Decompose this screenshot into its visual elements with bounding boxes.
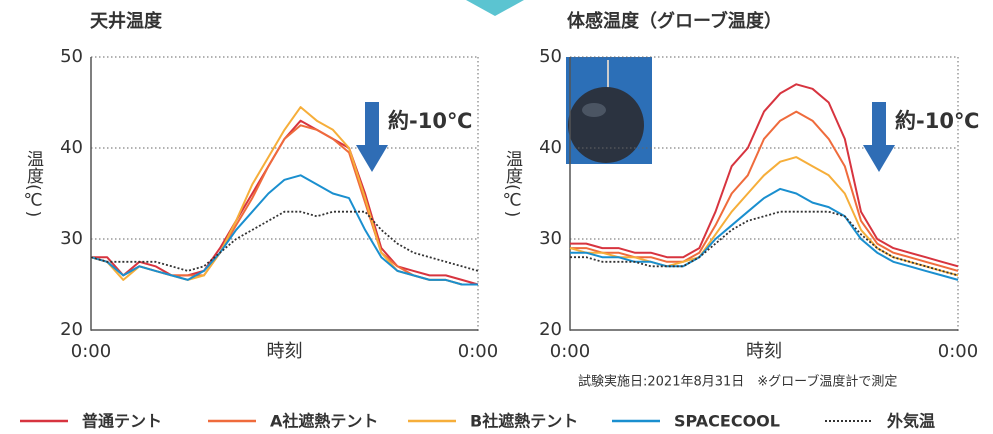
annotation: 約-10℃ [895,109,979,133]
series-line [90,210,479,272]
legend-label: B社遮熱テント [470,412,578,431]
x-tick-label: 0:00 [938,341,978,362]
arrow-shaft [872,102,886,147]
arrow-shaft [365,102,379,147]
series-line [90,124,478,286]
y-tick-label: 40 [539,137,562,158]
series-line [570,83,959,268]
legend-label: A社遮熱テント [270,412,378,431]
note: 試験実施日:2021年8月31日 ※グローブ温度計で測定 [578,374,897,390]
y-tick-label: 40 [60,137,83,158]
y-axis-label: 温度(℃) [502,150,523,217]
y-tick-label: 30 [60,228,83,249]
series-line [570,210,959,277]
legend-label: SPACECOOL [674,412,780,431]
x-tick-label: 0:00 [71,341,111,362]
annotation: 約-10℃ [388,109,472,133]
y-tick-label: 20 [539,319,562,340]
decor-triangle [466,0,524,16]
photo [566,57,652,164]
x-axis-label: 時刻 [267,341,303,362]
x-tick-label: 0:00 [458,341,498,362]
y-tick-label: 20 [60,319,83,340]
y-axis-label: 温度(℃) [23,150,44,217]
series-line [569,156,959,277]
chart-title: 天井温度 [90,10,163,32]
y-tick-label: 50 [60,46,83,67]
series-line [91,119,479,286]
y-tick-label: 50 [539,46,562,67]
x-axis-label: 時刻 [746,341,782,362]
y-tick-label: 30 [539,228,562,249]
legend-label: 普通テント [82,412,162,431]
x-tick-label: 0:00 [550,341,590,362]
series-line [90,174,478,286]
arrow-head [356,145,388,172]
arrow-head [863,145,895,172]
chart-title: 体感温度（グローブ温度） [567,10,782,32]
series-line [90,106,478,286]
legend-label: 外気温 [886,412,935,431]
series-line [570,187,959,281]
